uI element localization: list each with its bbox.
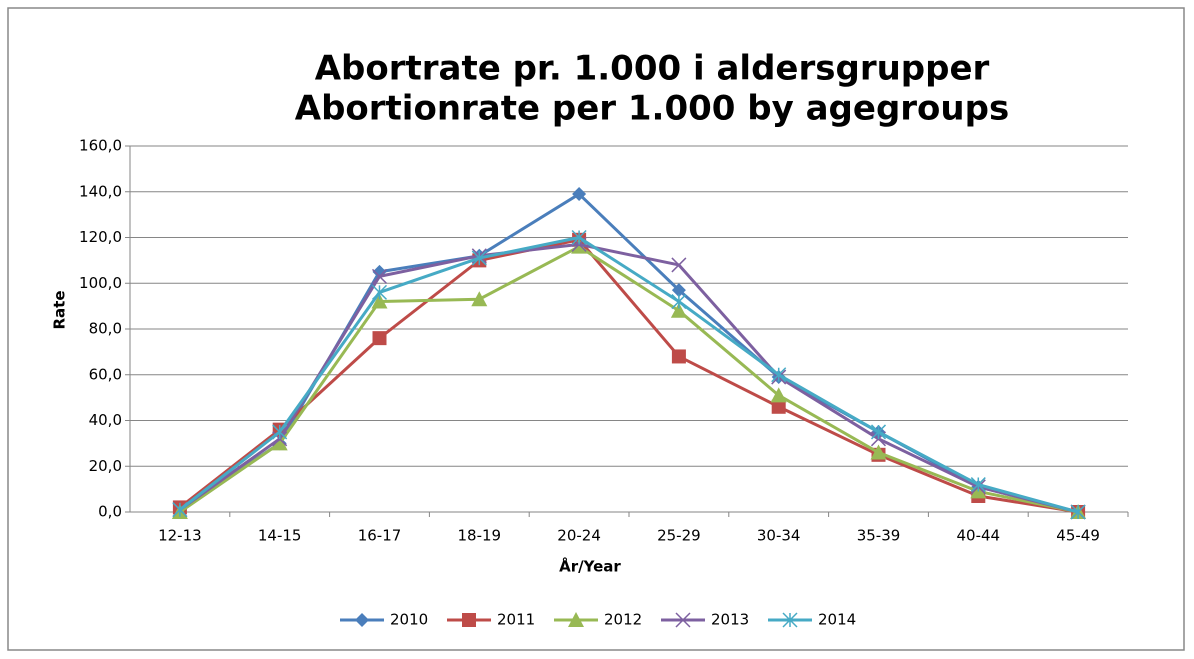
point-marker — [771, 367, 787, 383]
point-marker — [371, 268, 388, 284]
legend-marker — [462, 613, 476, 627]
y-tick-label: 60,0 — [89, 365, 122, 383]
x-tick-label: 45-49 — [1056, 527, 1100, 545]
y-tick-label: 80,0 — [89, 320, 122, 338]
y-tick-label: 20,0 — [89, 457, 122, 475]
point-marker — [770, 387, 787, 403]
legend-label: 2010 — [390, 611, 428, 629]
point-marker — [471, 291, 488, 307]
series-line — [179, 245, 1079, 514]
point-marker — [1070, 504, 1086, 520]
x-tick-label: 30-34 — [757, 527, 801, 545]
point-marker — [571, 229, 587, 246]
point-marker — [671, 283, 686, 298]
x-tick-label: 35-39 — [857, 527, 901, 545]
series-line — [178, 236, 1079, 514]
x-tick-label: 20-24 — [557, 527, 601, 545]
point-marker — [371, 293, 388, 309]
point-marker — [272, 424, 288, 440]
point-marker — [970, 477, 986, 493]
point-marker — [271, 435, 288, 451]
point-marker — [671, 257, 687, 273]
x-tick-label: 12-13 — [158, 527, 202, 545]
x-axis-label: År/Year — [559, 557, 621, 576]
legend-label: 2013 — [711, 611, 749, 629]
y-tick-label: 160,0 — [79, 137, 122, 155]
x-tick-label: 40-44 — [957, 527, 1001, 545]
legend-marker — [782, 612, 798, 628]
point-marker — [571, 238, 588, 254]
x-tick-label: 16-17 — [358, 527, 402, 545]
point-marker — [671, 349, 686, 364]
y-axis-label: Rate — [51, 290, 69, 329]
series-line — [178, 238, 1079, 514]
point-marker — [371, 284, 388, 300]
point-marker — [870, 424, 887, 440]
legend-label: 2014 — [818, 611, 856, 629]
legend-label: 2011 — [497, 611, 535, 629]
y-tick-label: 120,0 — [79, 228, 122, 246]
point-marker — [670, 302, 687, 318]
legend-marker — [568, 612, 584, 627]
point-marker — [870, 444, 887, 460]
point-marker — [771, 399, 786, 414]
legend-marker — [675, 612, 691, 628]
point-marker — [671, 294, 687, 310]
series-line — [179, 242, 1079, 514]
x-tick-label: 25-29 — [657, 527, 701, 545]
point-marker — [372, 331, 387, 346]
point-marker — [572, 187, 587, 202]
legend-label: 2012 — [604, 611, 642, 629]
y-tick-label: 100,0 — [79, 274, 122, 292]
chart-title: Abortionrate per 1.000 by agegroups — [295, 89, 1009, 129]
point-marker — [172, 502, 188, 518]
x-tick-label: 18-19 — [458, 527, 502, 545]
y-tick-label: 140,0 — [79, 182, 122, 200]
chart-title: Abortrate pr. 1.000 i aldersgrupper — [315, 49, 990, 89]
x-tick-label: 14-15 — [258, 527, 302, 545]
legend-marker — [355, 613, 369, 627]
point-marker — [471, 250, 487, 266]
y-tick-label: 0,0 — [98, 503, 122, 521]
y-tick-label: 40,0 — [89, 411, 122, 429]
